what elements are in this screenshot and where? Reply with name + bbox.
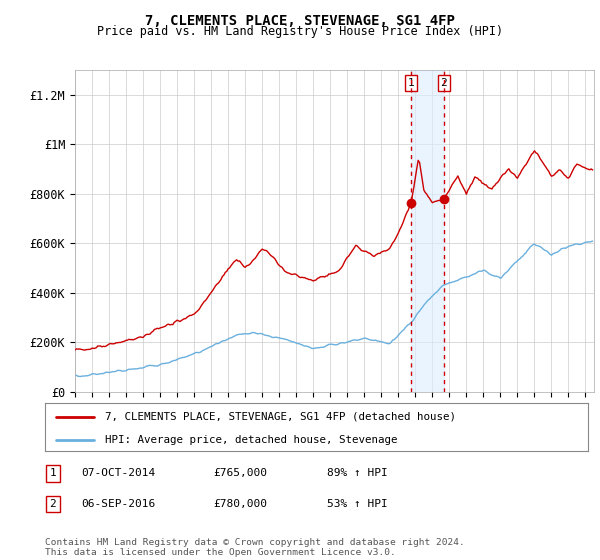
Text: Price paid vs. HM Land Registry's House Price Index (HPI): Price paid vs. HM Land Registry's House … <box>97 25 503 38</box>
Text: 1: 1 <box>49 468 56 478</box>
Text: 2: 2 <box>440 78 447 88</box>
Text: 53% ↑ HPI: 53% ↑ HPI <box>327 499 388 509</box>
Text: £765,000: £765,000 <box>213 468 267 478</box>
Text: 7, CLEMENTS PLACE, STEVENAGE, SG1 4FP (detached house): 7, CLEMENTS PLACE, STEVENAGE, SG1 4FP (d… <box>105 412 456 422</box>
Text: 89% ↑ HPI: 89% ↑ HPI <box>327 468 388 478</box>
Text: 7, CLEMENTS PLACE, STEVENAGE, SG1 4FP: 7, CLEMENTS PLACE, STEVENAGE, SG1 4FP <box>145 14 455 28</box>
Text: Contains HM Land Registry data © Crown copyright and database right 2024.
This d: Contains HM Land Registry data © Crown c… <box>45 538 465 557</box>
Text: 1: 1 <box>407 78 415 88</box>
Text: £780,000: £780,000 <box>213 499 267 509</box>
Text: 2: 2 <box>49 499 56 509</box>
Text: 06-SEP-2016: 06-SEP-2016 <box>81 499 155 509</box>
Text: HPI: Average price, detached house, Stevenage: HPI: Average price, detached house, Stev… <box>105 435 397 445</box>
Bar <box>411 70 444 392</box>
Text: 07-OCT-2014: 07-OCT-2014 <box>81 468 155 478</box>
